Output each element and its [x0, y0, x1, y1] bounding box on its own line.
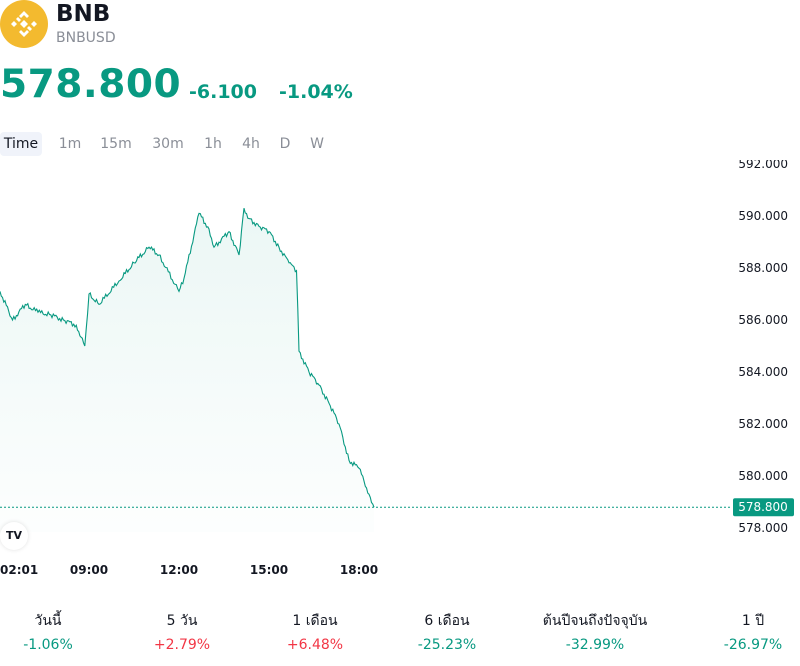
x-tick-label: 09:00: [70, 563, 108, 577]
price-area: [0, 208, 374, 532]
symbol-pair: BNBUSD: [56, 30, 116, 46]
tab-1m[interactable]: 1m: [58, 136, 82, 152]
tab-time[interactable]: Time: [0, 132, 42, 156]
performance-item[interactable]: ต้นปีจนถึงปัจจุบัน -32.99%: [528, 606, 662, 653]
y-tick-label: 584.000: [738, 365, 788, 379]
x-tick-label: 15:00: [250, 563, 288, 577]
performance-value: +2.79%: [153, 637, 211, 653]
performance-value: -1.06%: [23, 637, 73, 653]
last-price-tag: [733, 498, 794, 517]
performance-label: 5 วัน: [166, 613, 198, 629]
bnb-logo-icon: [0, 0, 48, 48]
performance-row: วันนี้ -1.06% 5 วัน +2.79% 1 เดือน +6.48% 6 เด…: [0, 606, 800, 666]
price-change-percent: -1.04%: [279, 81, 353, 103]
performance-value: +6.48%: [286, 637, 344, 653]
y-tick-label: 578.000: [738, 521, 788, 535]
performance-item[interactable]: 1 เดือน +6.48%: [248, 606, 382, 653]
y-tick-label: 580.000: [738, 469, 788, 483]
x-tick-label: 02:01: [0, 563, 38, 577]
performance-item[interactable]: 6 เดือน -25.23%: [380, 606, 514, 653]
y-tick-label: 590.000: [738, 209, 788, 223]
performance-value: -26.97%: [723, 637, 783, 653]
performance-label: 1 ปี: [741, 613, 765, 629]
price-chart[interactable]: 592.000 590.000 588.000 586.000 584.000 582.0…: [0, 160, 800, 590]
performance-label: 6 เดือน: [424, 613, 470, 629]
performance-label: ต้นปีจนถึงปัจจุบัน: [542, 613, 648, 629]
tab-30m[interactable]: 30m: [152, 136, 184, 152]
performance-item[interactable]: วันนี้ -1.06%: [0, 606, 115, 653]
x-tick-label: 12:00: [160, 563, 198, 577]
last-price: 578.800: [0, 62, 182, 107]
performance-item[interactable]: 5 วัน +2.79%: [115, 606, 249, 653]
tab-4h[interactable]: 4h: [242, 136, 260, 152]
y-tick-label: 592.000: [738, 160, 788, 171]
last-price-tag-text: 578.800: [738, 500, 788, 514]
symbol-name: BNB: [56, 1, 111, 27]
price-line: [0, 208, 375, 508]
performance-value: -25.23%: [417, 637, 477, 653]
tab-15m[interactable]: 15m: [100, 136, 132, 152]
performance-label: วันนี้: [34, 613, 62, 629]
y-tick-label: 588.000: [738, 261, 788, 275]
price-change: -6.100: [189, 81, 257, 103]
tradingview-logo-icon[interactable]: TV: [0, 522, 28, 550]
x-tick-label: 18:00: [340, 563, 378, 577]
y-tick-label: 582.000: [738, 417, 788, 431]
symbol-header: BNB BNBUSD: [0, 0, 800, 56]
performance-item[interactable]: 1 ปี -26.97%: [686, 606, 800, 653]
y-tick-label: 586.000: [738, 313, 788, 327]
tab-1h[interactable]: 1h: [204, 136, 222, 152]
performance-label: 1 เดือน: [292, 613, 338, 629]
tab-w[interactable]: W: [310, 136, 324, 152]
performance-value: -32.99%: [565, 637, 625, 653]
tab-d[interactable]: D: [279, 136, 291, 152]
